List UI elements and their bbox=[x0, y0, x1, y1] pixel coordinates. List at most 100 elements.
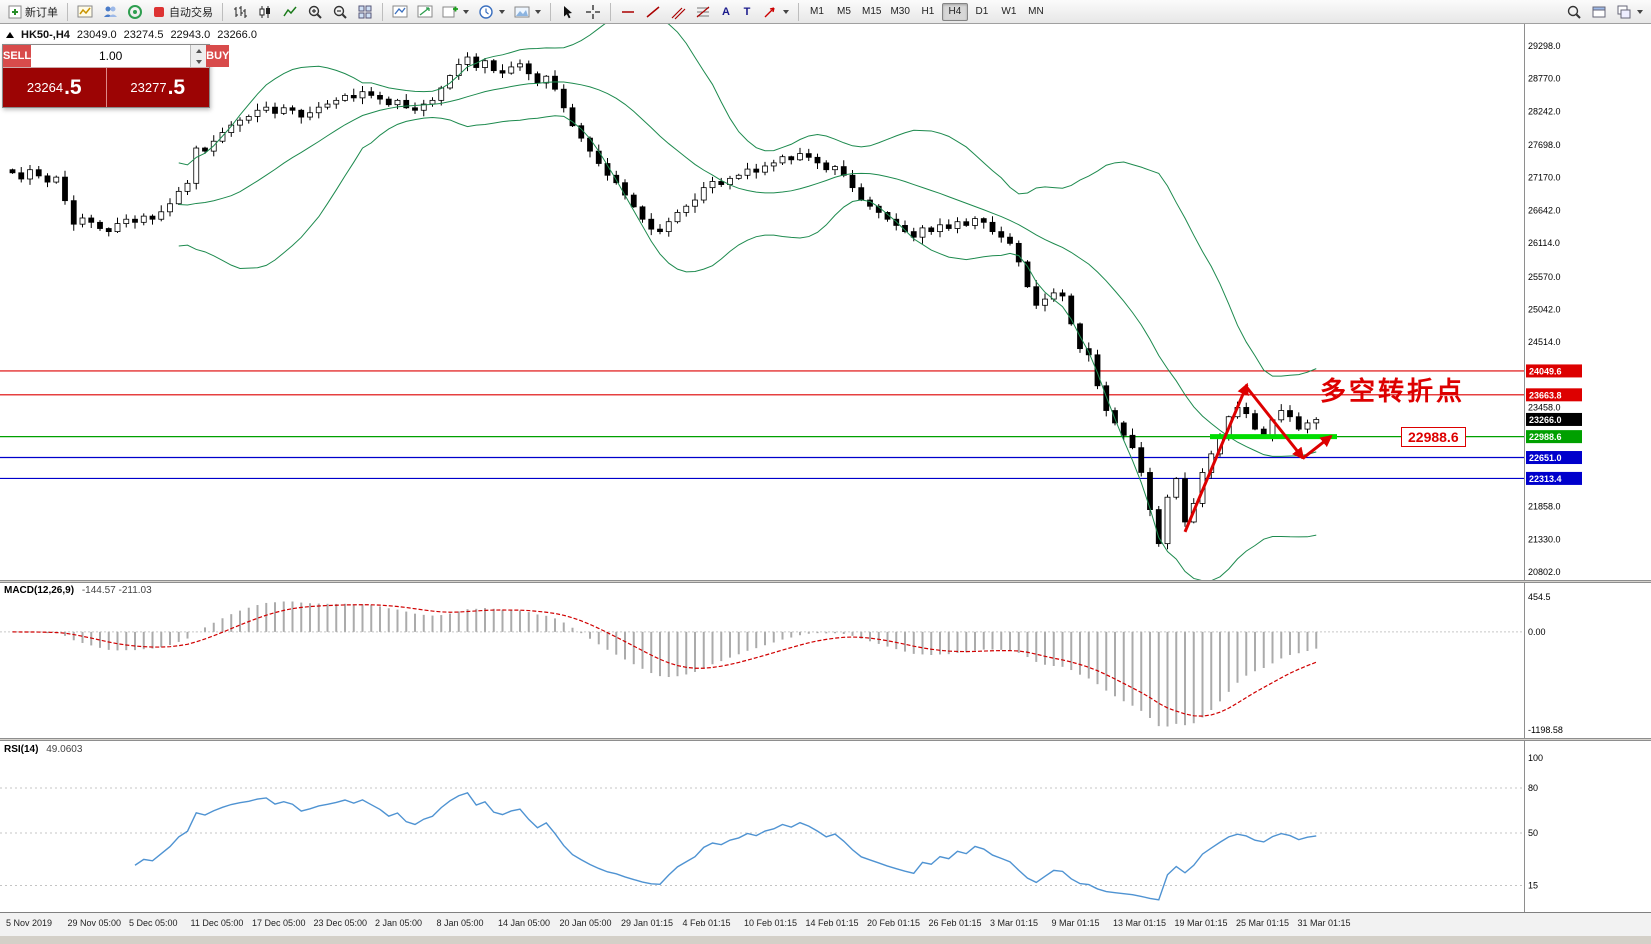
panel-separator[interactable] bbox=[0, 580, 1651, 583]
timeframe-button-m15[interactable]: M15 bbox=[858, 3, 885, 21]
separator bbox=[550, 2, 551, 21]
channel-tool-button[interactable] bbox=[666, 2, 690, 22]
timeframe-button-w1[interactable]: W1 bbox=[996, 3, 1022, 21]
sell-price[interactable]: 23264 .5 bbox=[3, 68, 107, 107]
templates-button[interactable] bbox=[510, 2, 545, 22]
timeframe-button-mn[interactable]: MN bbox=[1023, 3, 1049, 21]
toolbar: 新订单 自动交易 bbox=[0, 0, 1651, 24]
svg-text:22988.6: 22988.6 bbox=[1529, 432, 1562, 442]
time-axis-label: 3 Mar 01:15 bbox=[990, 918, 1039, 928]
svg-text:28242.0: 28242.0 bbox=[1528, 106, 1561, 116]
data-window-icon bbox=[392, 5, 408, 17]
lot-size-input[interactable] bbox=[31, 45, 191, 67]
lot-decrease-button[interactable] bbox=[191, 56, 207, 67]
strategy-tester-icon bbox=[417, 5, 433, 17]
sell-button[interactable]: SELL bbox=[3, 45, 32, 67]
new-order-label: 新订单 bbox=[25, 6, 58, 19]
time-axis-label: 29 Jan 01:15 bbox=[621, 918, 674, 928]
search-icon bbox=[1567, 5, 1581, 19]
channel-icon bbox=[671, 7, 686, 19]
zoom-in-button[interactable] bbox=[303, 2, 327, 22]
autotrading-button[interactable]: 自动交易 bbox=[148, 2, 217, 22]
profiles-button[interactable] bbox=[98, 2, 122, 22]
trendline-tool-button[interactable] bbox=[641, 2, 665, 22]
svg-text:22313.4: 22313.4 bbox=[1529, 474, 1562, 484]
svg-text:20802.0: 20802.0 bbox=[1528, 567, 1561, 577]
svg-text:100: 100 bbox=[1528, 753, 1543, 763]
bar-chart-mode-button[interactable] bbox=[228, 2, 252, 22]
candlestick-mode-button[interactable] bbox=[253, 2, 277, 22]
data-window-button[interactable] bbox=[388, 2, 412, 22]
zoom-out-button[interactable] bbox=[328, 2, 352, 22]
tile-windows-button[interactable] bbox=[353, 2, 377, 22]
chart-window-button[interactable] bbox=[73, 2, 97, 22]
svg-text:-1198.58: -1198.58 bbox=[1528, 725, 1563, 735]
time-axis-label: 10 Feb 01:15 bbox=[744, 918, 798, 928]
new-window-button[interactable] bbox=[1587, 2, 1611, 22]
rsi-header: RSI(14) 49.0603 bbox=[4, 744, 82, 755]
buy-button[interactable]: BUY bbox=[206, 45, 230, 67]
arrows-tool-button[interactable] bbox=[758, 2, 793, 22]
timeframe-button-m30[interactable]: M30 bbox=[886, 3, 913, 21]
buy-price-main: 23277 bbox=[130, 80, 167, 95]
timeframe-button-m1[interactable]: M1 bbox=[804, 3, 830, 21]
time-axis-label: 13 Mar 01:15 bbox=[1113, 918, 1167, 928]
window-list-button[interactable] bbox=[1612, 2, 1647, 22]
svg-text:50: 50 bbox=[1528, 828, 1538, 838]
navigator-button[interactable] bbox=[123, 2, 147, 22]
price-level-tag[interactable]: 22988.6 bbox=[1401, 427, 1466, 447]
svg-text:21858.0: 21858.0 bbox=[1528, 502, 1561, 512]
timeframe-button-h1[interactable]: H1 bbox=[915, 3, 941, 21]
chevron-down-icon bbox=[535, 9, 541, 14]
add-indicator-icon bbox=[442, 6, 458, 17]
timeframe-button-m5[interactable]: M5 bbox=[831, 3, 857, 21]
chart-annotation-text: 多空转折点 bbox=[1320, 376, 1466, 406]
timeframe-button-d1[interactable]: D1 bbox=[969, 3, 995, 21]
macd-title: MACD(12,26,9) bbox=[4, 585, 75, 596]
zoom-out-icon bbox=[333, 5, 347, 19]
one-click-collapse-arrow[interactable] bbox=[6, 32, 14, 38]
timeframe-group: M1 M5 M15 M30 H1 H4 D1 W1 MN bbox=[804, 2, 1049, 21]
buy-price[interactable]: 23277 .5 bbox=[106, 68, 209, 107]
periods-button[interactable] bbox=[474, 2, 509, 22]
svg-text:26114.0: 26114.0 bbox=[1528, 238, 1560, 248]
line-chart-mode-button[interactable] bbox=[278, 2, 302, 22]
bar-chart-icon bbox=[234, 5, 247, 18]
hline-tool-button[interactable] bbox=[616, 2, 640, 22]
chevron-down-icon bbox=[1637, 9, 1643, 14]
separator bbox=[382, 2, 383, 21]
price-axis[interactable]: 29298.0 28770.0 28242.0 27698.0 27170.0 26642… bbox=[1524, 24, 1583, 936]
line-chart-icon bbox=[283, 6, 297, 16]
macd-panel: 454.5 0.00 -1198.58 bbox=[0, 592, 1563, 735]
svg-text:23458.0: 23458.0 bbox=[1528, 403, 1561, 413]
macd-header: MACD(12,26,9) -144.57 -211.03 bbox=[4, 585, 152, 596]
crosshair-tool-button[interactable] bbox=[581, 2, 605, 22]
time-axis-label: 23 Dec 05:00 bbox=[313, 918, 368, 928]
svg-text:24049.6: 24049.6 bbox=[1529, 366, 1562, 376]
time-axis: 5 Nov 2019 29 Nov 05:00 5 Dec 05:00 11 Dec … bbox=[0, 912, 1651, 936]
svg-text:0.00: 0.00 bbox=[1528, 627, 1546, 637]
timeframe-button-h4[interactable]: H4 bbox=[941, 2, 968, 21]
symbol-name: HK50-,H4 bbox=[21, 29, 70, 41]
svg-text:25042.0: 25042.0 bbox=[1528, 304, 1561, 314]
svg-text:27698.0: 27698.0 bbox=[1528, 140, 1561, 150]
chart-window-icon bbox=[77, 5, 93, 17]
ohlc-high: 23274.5 bbox=[123, 29, 164, 41]
new-order-button[interactable]: 新订单 bbox=[4, 2, 62, 22]
rsi-title: RSI(14) bbox=[4, 744, 39, 755]
time-axis-label: 19 Mar 01:15 bbox=[1174, 918, 1228, 928]
panel-separator[interactable] bbox=[0, 738, 1651, 741]
time-axis-label: 17 Dec 05:00 bbox=[252, 918, 306, 928]
ohlc-open: 23049.0 bbox=[76, 29, 117, 41]
add-indicator-button[interactable] bbox=[438, 2, 473, 22]
cursor-tool-button[interactable] bbox=[556, 2, 580, 22]
strategy-tester-button[interactable] bbox=[413, 2, 437, 22]
label-tool-button[interactable]: T bbox=[737, 2, 757, 22]
time-axis-label: 5 Nov 2019 bbox=[6, 918, 53, 928]
search-button[interactable] bbox=[1562, 2, 1586, 22]
autotrading-icon bbox=[154, 6, 164, 17]
lot-increase-button[interactable] bbox=[191, 45, 207, 56]
text-tool-button[interactable]: A bbox=[716, 2, 736, 22]
fibonacci-tool-button[interactable] bbox=[691, 2, 715, 22]
